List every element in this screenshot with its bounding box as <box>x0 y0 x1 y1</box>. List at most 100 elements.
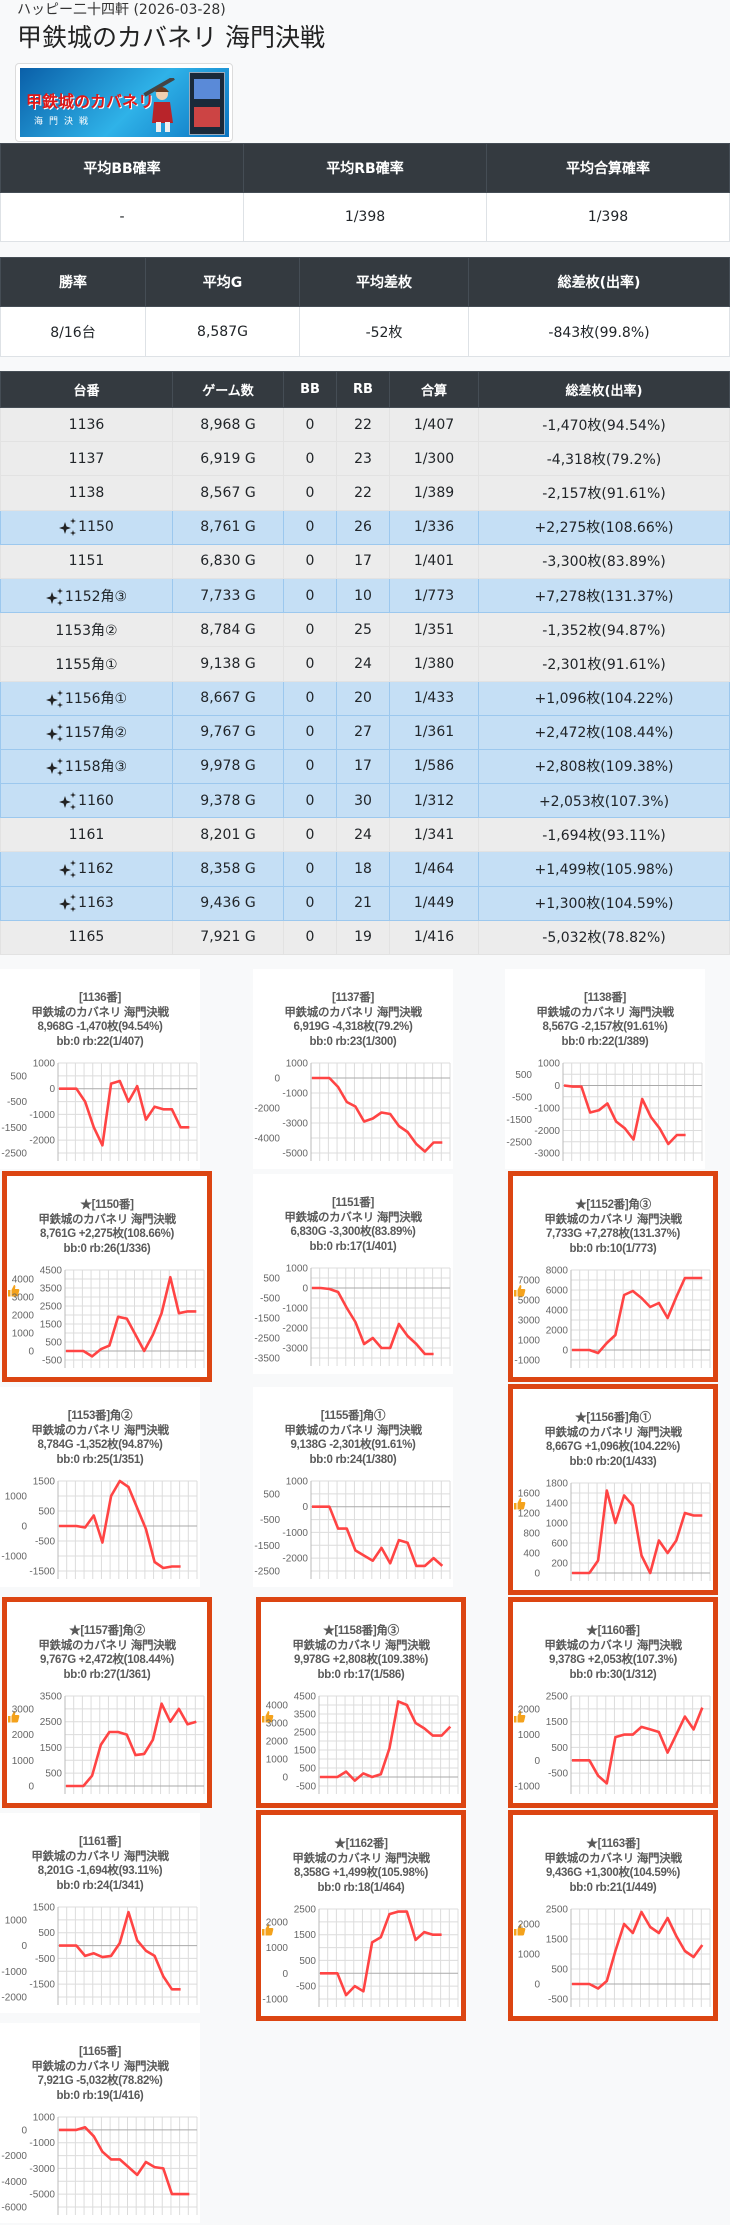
table-row[interactable]: 1162 8,358 G 0 18 1/464 +1,499枚(105.98%) <box>0 851 730 887</box>
machine-no-cell: 1160 <box>0 783 173 819</box>
card-bonus: bb:0 rb:24(1/341) <box>56 1879 144 1892</box>
bb-count: 0 <box>305 861 315 878</box>
y-tick-label: -500 <box>512 1092 532 1103</box>
table-row[interactable]: 1136 8,968 G 0 22 1/407 -1,470枚(94.54%) <box>0 406 730 443</box>
card-machine-name: 甲鉄城のカバネリ 海門決戦 <box>31 1424 169 1437</box>
card-title: ★[1158番]角③ <box>323 1625 399 1637</box>
y-tick-label: 1600 <box>518 1489 541 1500</box>
table-row[interactable]: 1161 8,201 G 0 24 1/341 -1,694枚(93.11%) <box>0 817 730 853</box>
y-tick-label: -2000 <box>1 2151 27 2162</box>
chart-card[interactable]: [1138番] 甲鉄城のカバネリ 海門決戦 8,567G -2,157枚(91.61… <box>505 969 705 1169</box>
chart-card[interactable]: ★[1160番] 甲鉄城のカバネリ 海門決戦 9,378G +2,053枚(107.… <box>508 1597 718 1808</box>
card-caption: [1153番]角② 甲鉄城のカバネリ 海門決戦 8,784G -1,352枚(94.… <box>0 1409 200 1467</box>
y-tick-label: 2000 <box>12 1730 35 1741</box>
result-summary-table: 勝率 平均G 平均差枚 総差枚(出率) 8/16台 8,587G -52枚 -8… <box>0 257 730 357</box>
chart-card[interactable]: [1155番]角① 甲鉄城のカバネリ 海門決戦 9,138G -2,301枚(91.… <box>253 1387 453 1587</box>
game-count-cell: 9,978 G <box>172 748 284 785</box>
chart-card[interactable]: ★[1162番] 甲鉄城のカバネリ 海門決戦 8,358G +1,499枚(105.… <box>256 1810 466 2021</box>
y-tick-label: -1500 <box>1 1123 27 1134</box>
table-row[interactable]: 1165 7,921 G 0 19 1/416 -5,032枚(78.82%) <box>0 919 730 956</box>
y-tick-label: 2000 <box>266 1917 289 1928</box>
character-illustration <box>143 78 175 132</box>
table-row[interactable]: 1158角③ 9,978 G 0 17 1/586 +2,808枚(109.38%) <box>0 748 730 785</box>
card-machine-name: 甲鉄城のカバネリ 海門決戦 <box>292 1852 430 1865</box>
chart-card[interactable]: [1137番] 甲鉄城のカバネリ 海門決戦 6,919G -4,318枚(79.2%… <box>253 969 453 1169</box>
total-diff-cell: +2,275枚(108.66%) <box>478 509 730 545</box>
y-tick-label: 0 <box>534 1756 540 1767</box>
y-tick-label: -1500 <box>29 1980 55 1991</box>
balance-series-line <box>320 1700 452 1782</box>
y-tick-label: -500 <box>35 1954 55 1965</box>
machine-no: 1163 <box>78 895 114 912</box>
y-tick-label: 500 <box>263 1274 280 1285</box>
y-tick-label: 1000 <box>518 1336 541 1347</box>
machine-no: 1151 <box>68 553 105 570</box>
chart-card[interactable]: [1165番] 甲鉄城のカバネリ 海門決戦 7,921G -5,032枚(78.82… <box>0 2023 200 2223</box>
sparkle-icon <box>59 791 77 810</box>
machine-no-cell: 1158角③ <box>0 748 173 785</box>
chart-card[interactable]: [1161番] 甲鉄城のカバネリ 海門決戦 8,201G -1,694枚(93.11… <box>0 1813 200 2013</box>
card-stats: 7,921G -5,032枚(78.82%) <box>37 2075 163 2087</box>
card-stats: 8,968G -1,470枚(94.54%) <box>37 1021 163 1033</box>
card-title-line: ★[1156番]角① <box>513 1411 713 1510</box>
total-diff: +2,472枚(108.44%) <box>534 725 674 742</box>
card-title-line: [1151番] <box>253 1196 453 1211</box>
game-count: 6,919 G <box>200 450 256 467</box>
card-caption: [1165番] 甲鉄城のカバネリ 海門決戦 7,921G -5,032枚(78.82… <box>0 2045 200 2103</box>
chart-card[interactable]: ★[1158番]角③ 甲鉄城のカバネリ 海門決戦 9,978G +2,808枚(10… <box>256 1597 466 1808</box>
y-tick-label: -500 <box>42 1356 62 1367</box>
table-row[interactable]: 1156角① 8,667 G 0 20 1/433 +1,096枚(104.22%) <box>0 680 730 716</box>
avg-games-header: 平均G <box>145 257 300 307</box>
chart-card[interactable]: ★[1156番]角① 甲鉄城のカバネリ 海門決戦 8,667G +1,096枚(10… <box>508 1384 718 1595</box>
card-caption: ★[1160番] 甲鉄城のカバネリ 海門決戦 9,378G +2,053枚(107.… <box>513 1624 713 1723</box>
table-row[interactable]: 1137 6,919 G 0 23 1/300 -4,318枚(79.2%) <box>0 441 730 477</box>
table-row[interactable]: 1151 6,830 G 0 17 1/401 -3,300枚(83.89%) <box>0 543 730 579</box>
card-stats: 8,567G -2,157枚(91.61%) <box>542 1021 668 1033</box>
card-machine-name: 甲鉄城のカバネリ 海門決戦 <box>536 1006 674 1019</box>
rb-count: 22 <box>354 416 372 433</box>
total-prob: 1/464 <box>413 861 455 878</box>
table-row[interactable]: 1152角③ 7,733 G 0 10 1/773 +7,278枚(131.37%) <box>0 577 730 614</box>
y-tick-label: -1000 <box>29 2138 55 2149</box>
chart-card[interactable]: ★[1163番] 甲鉄城のカバネリ 海門決戦 9,436G +1,300枚(104.… <box>508 1810 718 2021</box>
total-diff: +1,096枚(104.22%) <box>534 691 674 708</box>
game-count: 8,201 G <box>200 826 256 843</box>
table-row[interactable]: 1150 8,761 G 0 26 1/336 +2,275枚(108.66%) <box>0 509 730 545</box>
game-count: 9,978 G <box>200 758 256 775</box>
table-row[interactable]: 1157角② 9,767 G 0 27 1/361 +2,472枚(108.44%) <box>0 714 730 750</box>
card-caption: ★[1150番] 甲鉄城のカバネリ 海門決戦 8,761G +2,275枚(108.… <box>7 1198 207 1297</box>
chart-card[interactable]: [1151番] 甲鉄城のカバネリ 海門決戦 6,830G -3,300枚(83.89… <box>253 1174 453 1374</box>
total-diff-cell: +1,096枚(104.22%) <box>478 680 730 716</box>
chart-card[interactable]: ★[1152番]角③ 甲鉄城のカバネリ 海門決戦 7,733G +7,278枚(13… <box>508 1171 718 1382</box>
table-row[interactable]: 1138 8,567 G 0 22 1/389 -2,157枚(91.61%) <box>0 475 730 511</box>
y-tick-label: 1000 <box>286 1264 309 1275</box>
chart-card[interactable]: ★[1150番] 甲鉄城のカバネリ 海門決戦 8,761G +2,275枚(108.… <box>2 1171 212 1382</box>
y-tick-label: 1000 <box>518 1950 541 1961</box>
machine-no: 1155角① <box>55 656 118 673</box>
table-row[interactable]: 1153角② 8,784 G 0 25 1/351 -1,352枚(94.87%) <box>0 612 730 648</box>
bb-count: 0 <box>305 690 315 707</box>
chart-card[interactable]: ★[1157番]角② 甲鉄城のカバネリ 海門決戦 9,767G +2,472枚(10… <box>2 1597 212 1808</box>
y-tick-label: 1000 <box>546 1519 569 1530</box>
chart-card[interactable]: [1136番] 甲鉄城のカバネリ 海門決戦 8,968G -1,470枚(94.54… <box>0 969 200 1169</box>
total-diff-cell: -3,300枚(83.89%) <box>478 543 730 579</box>
chart-card[interactable]: [1153番]角② 甲鉄城のカバネリ 海門決戦 8,784G -1,352枚(94.… <box>0 1387 200 1587</box>
game-count-cell: 9,767 G <box>172 714 284 750</box>
rb-count-cell: 25 <box>336 612 390 648</box>
total-prob: 1/407 <box>413 416 455 433</box>
y-tick-label: 0 <box>562 1346 568 1357</box>
bb-count-cell: 0 <box>283 543 337 579</box>
game-count: 9,378 G <box>200 792 256 809</box>
machine-no-cell: 1163 <box>0 885 173 921</box>
y-tick-label: 1500 <box>546 1935 569 1946</box>
total-diff: -1,694枚(93.11%) <box>542 827 666 844</box>
balance-line-chart: 1500 1000 500 0 -500 -1000-1500-2000 <box>1 1903 198 2005</box>
game-count-cell: 9,436 G <box>172 885 284 921</box>
table-row[interactable]: 1163 9,436 G 0 21 1/449 +1,300枚(104.59%) <box>0 885 730 921</box>
balance-series-line <box>312 1505 444 1568</box>
thumbs-up-icon <box>514 1285 526 1297</box>
table-row[interactable]: 1155角① 9,138 G 0 24 1/380 -2,301枚(91.61%) <box>0 646 730 682</box>
table-row[interactable]: 1160 9,378 G 0 30 1/312 +2,053枚(107.3%) <box>0 783 730 819</box>
balance-series-line <box>572 1489 703 1575</box>
total-diff: -1,352枚(94.87%) <box>542 622 666 639</box>
